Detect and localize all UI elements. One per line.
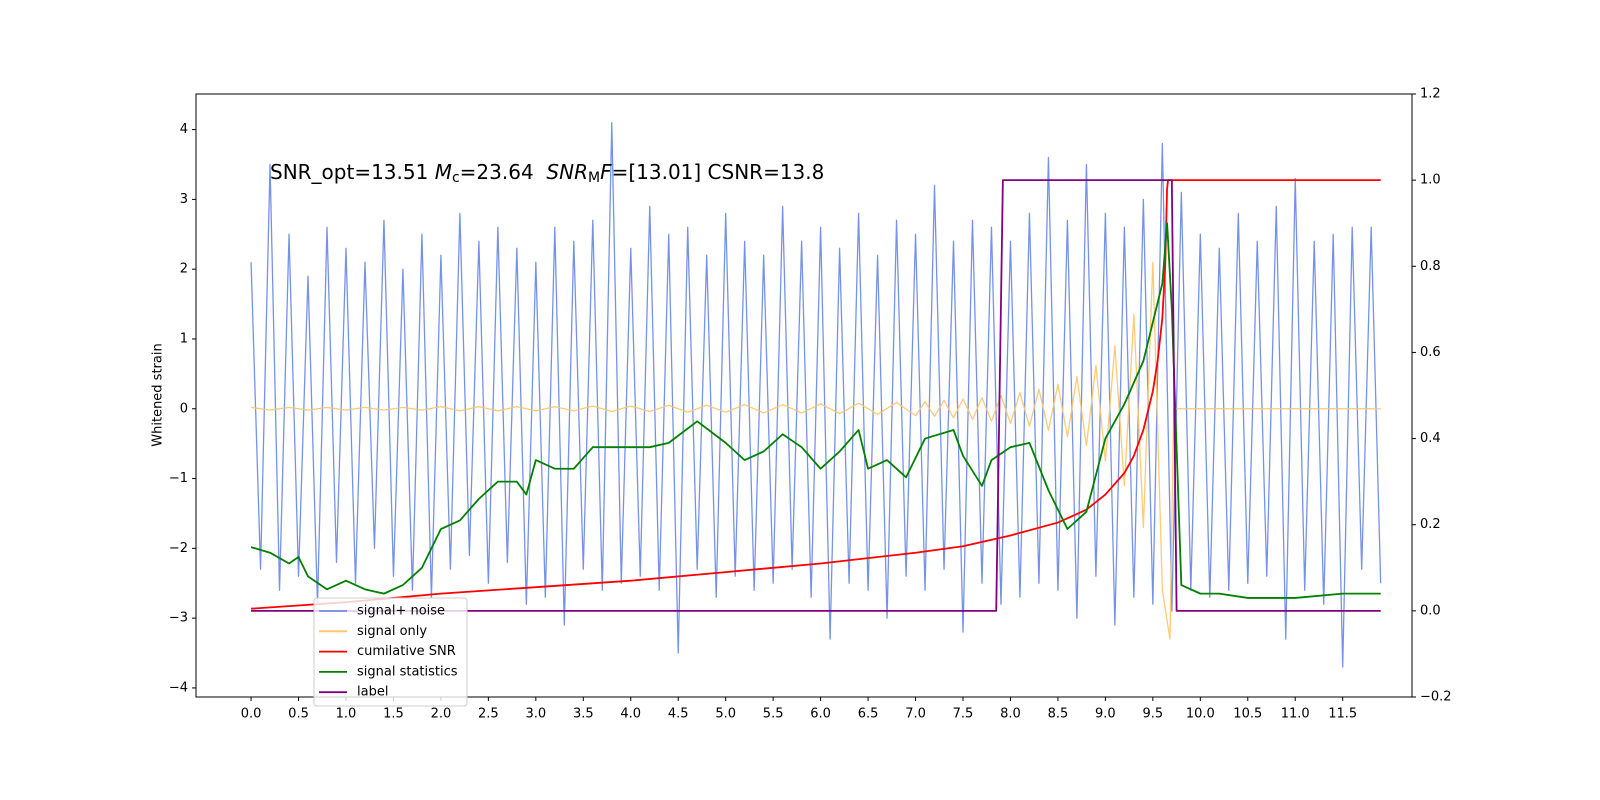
plot-area — [250, 121, 1382, 668]
legend-label: signal only — [357, 624, 427, 639]
x-tick-label: 11.0 — [1281, 707, 1310, 722]
x-tick-label: 0.5 — [288, 707, 309, 722]
y2-tick-label: 0.0 — [1420, 603, 1441, 618]
annotation-part: =[13.01] CSNR=13.8 — [612, 160, 825, 184]
y-tick-label: −1 — [169, 471, 188, 486]
series-line — [250, 222, 1381, 599]
x-tick-label: 9.0 — [1095, 707, 1116, 722]
y-tick-label: 1 — [180, 331, 188, 346]
y2-tick-label: 0.6 — [1420, 345, 1441, 360]
annotation-part: M — [588, 170, 600, 186]
series-line — [250, 121, 1382, 668]
x-tick-label: 5.0 — [715, 707, 736, 722]
x-tick-label: 3.5 — [573, 707, 594, 722]
legend-label: signal+ noise — [357, 604, 445, 619]
y-tick-label: −3 — [169, 611, 188, 626]
x-tick-label: 2.5 — [478, 707, 499, 722]
plot-frame — [195, 93, 1413, 698]
annotation-part: M — [435, 160, 452, 184]
x-tick-label: 9.5 — [1143, 707, 1164, 722]
legend-label: cumilative SNR — [357, 644, 456, 659]
series-line — [251, 179, 1381, 612]
x-tick-label: 10.5 — [1233, 707, 1262, 722]
x-tick-label: 1.5 — [383, 707, 404, 722]
annotation-part: SNR_opt=13.51 — [270, 160, 435, 184]
y-tick-label: 0 — [180, 401, 188, 416]
y2-tick-label: 1.2 — [1420, 87, 1441, 102]
annotation: SNR_opt=13.51 Mc=23.64 SNRMF=[13.01] CSN… — [270, 160, 824, 187]
x-tick-label: 10.0 — [1186, 707, 1215, 722]
y2-tick-label: 1.0 — [1420, 173, 1441, 188]
y-tick-label: 2 — [180, 262, 188, 277]
x-tick-label: 7.5 — [953, 707, 974, 722]
annotation-part: c — [452, 170, 460, 186]
annotation-part: F — [600, 160, 612, 184]
x-tick-label: 6.0 — [810, 707, 831, 722]
x-tick-label: 8.5 — [1048, 707, 1069, 722]
y-tick-label: 4 — [180, 122, 188, 137]
x-tick-label: 4.0 — [620, 707, 641, 722]
x-tick-label: 4.5 — [668, 707, 689, 722]
x-tick-label: 6.5 — [858, 707, 879, 722]
y2-tick-label: 0.2 — [1420, 517, 1441, 532]
x-tick-label: 11.5 — [1328, 707, 1357, 722]
y2-tick-label: 0.4 — [1420, 431, 1441, 446]
y-tick-label: −2 — [169, 541, 188, 556]
x-tick-label: 7.0 — [905, 707, 926, 722]
x-tick-label: 2.0 — [431, 707, 452, 722]
legend-label: label — [357, 685, 388, 700]
x-tick-label: 5.5 — [763, 707, 784, 722]
legend-label: signal statistics — [357, 664, 458, 679]
y-tick-label: −4 — [169, 680, 188, 695]
annotation-part: =23.64 — [460, 160, 547, 184]
y2-tick-label: 0.8 — [1420, 259, 1441, 274]
y-axis-label: Whitened strain — [151, 343, 166, 446]
x-tick-label: 8.0 — [1000, 707, 1021, 722]
y-tick-label: 3 — [180, 192, 188, 207]
x-tick-label: 0.0 — [241, 707, 262, 722]
x-tick-label: 3.0 — [525, 707, 546, 722]
series-line — [250, 261, 1381, 640]
legend-box — [313, 597, 468, 707]
y2-tick-label: −0.2 — [1420, 690, 1452, 705]
annotation-part: SNR — [546, 160, 588, 184]
x-tick-label: 1.0 — [336, 707, 357, 722]
